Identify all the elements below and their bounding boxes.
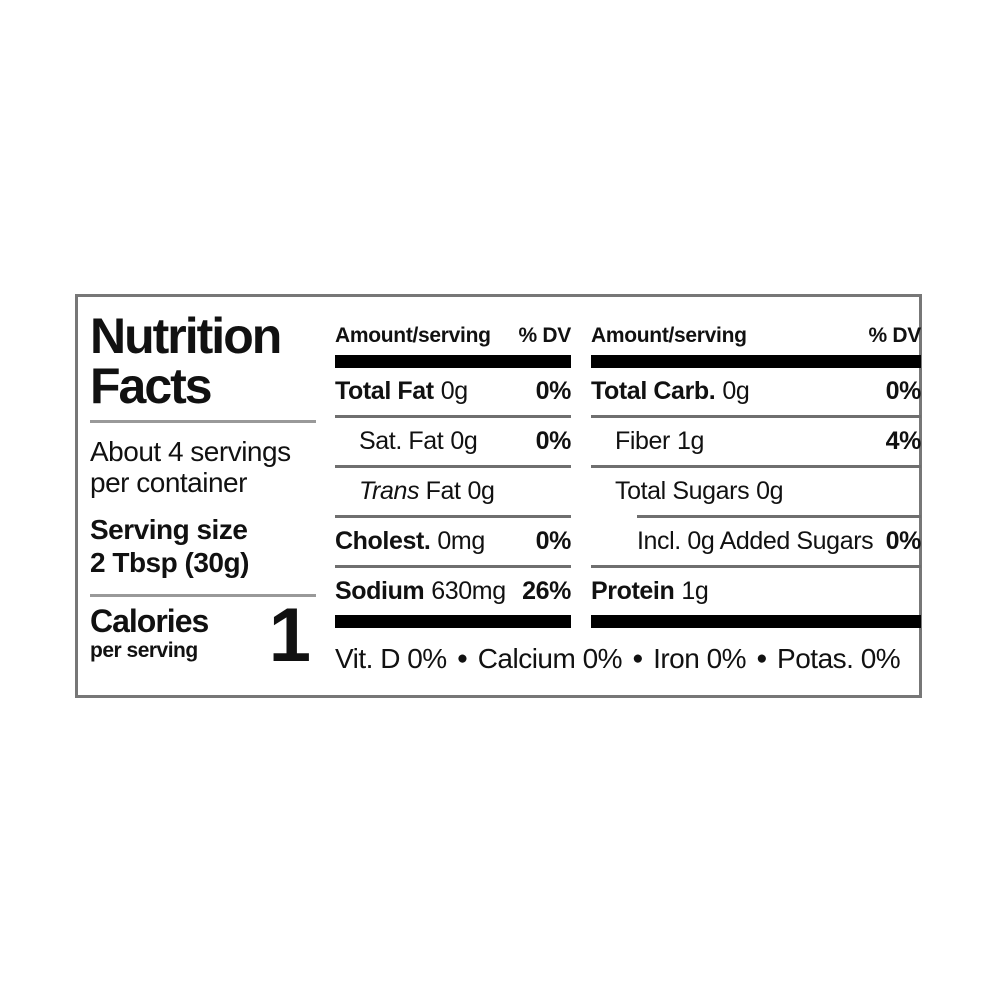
- nutrient-row-total-sugars: Total Sugars 0g: [591, 468, 921, 515]
- nutrient-amount: 0g: [440, 377, 468, 405]
- nutrient-name: Fat: [425, 477, 461, 505]
- micronutrient-potassium: Potas. 0%: [777, 643, 901, 674]
- nutrient-dv: 0%: [885, 527, 922, 555]
- nutrient-amount: 0g: [450, 427, 478, 455]
- label-title-line2: Facts: [90, 358, 213, 414]
- serving-size: Serving size 2 Tbsp (30g): [90, 513, 316, 579]
- nutrient-column-carbs: Amount/serving % DV Total Carb. 0g 0% Fib…: [591, 317, 921, 628]
- servings-line2: per container: [90, 467, 247, 498]
- nutrient-amount: 0g: [756, 477, 784, 505]
- nutrient-dv: 26%: [522, 577, 571, 605]
- label-title: Nutrition Facts: [90, 311, 316, 411]
- nutrient-name: Total Carb.: [591, 377, 716, 405]
- thick-bar: [335, 615, 571, 628]
- divider: [335, 465, 571, 468]
- nutrition-facts-label: Nutrition Facts About 4 servings per con…: [75, 294, 922, 698]
- thick-bar: [335, 355, 571, 368]
- nutrient-row-total-fat: Total Fat 0g 0%: [335, 368, 571, 415]
- thick-bar: [591, 355, 921, 368]
- nutrient-row-added-sugars: Incl. 0g Added Sugars 0%: [591, 518, 921, 565]
- micronutrient-vitamin-d: Vit. D 0%: [335, 643, 447, 674]
- nutrient-name: Total Fat: [335, 377, 434, 405]
- divider: [591, 415, 921, 418]
- calories-row: Calories per serving 1: [90, 593, 316, 678]
- divider: [335, 415, 571, 418]
- nutrient-name: Total Sugars: [615, 477, 750, 505]
- servings-per-container: About 4 servings per container: [90, 436, 316, 498]
- calories-label: Calories: [90, 603, 209, 639]
- amount-serving-header: Amount/serving: [591, 324, 747, 347]
- calories-value: 1: [268, 593, 311, 678]
- column-header: Amount/serving % DV: [335, 317, 571, 355]
- divider: [90, 420, 316, 423]
- dv-header: % DV: [868, 324, 922, 347]
- servings-line1: About 4 servings: [90, 436, 291, 467]
- nutrient-amount: 1g: [681, 577, 709, 605]
- column-header: Amount/serving % DV: [591, 317, 921, 355]
- nutrient-name: Cholest.: [335, 527, 431, 555]
- nutrient-name: Fiber: [615, 427, 670, 455]
- nutrient-name-italic: Trans: [359, 477, 420, 505]
- nutrient-column-fats: Amount/serving % DV Total Fat 0g 0% Sat. …: [335, 317, 571, 628]
- divider: [335, 565, 571, 568]
- micronutrient-calcium: Calcium 0%: [477, 643, 623, 674]
- bullet-icon: ●: [632, 648, 644, 669]
- divider: [637, 515, 921, 518]
- calories-labels: Calories per serving: [90, 603, 209, 663]
- nutrient-name: Sat. Fat: [359, 427, 444, 455]
- divider: [335, 515, 571, 518]
- nutrient-row-total-carb: Total Carb. 0g 0%: [591, 368, 921, 415]
- nutrient-amount: 630mg: [431, 577, 506, 605]
- nutrient-row-sodium: Sodium 630mg 26%: [335, 568, 571, 615]
- micronutrients-row: Vit. D 0% ● Calcium 0% ● Iron 0% ● Potas…: [335, 643, 921, 675]
- label-title-line1: Nutrition: [90, 308, 282, 364]
- nutrient-amount: 0g: [467, 477, 495, 505]
- nutrient-row-cholesterol: Cholest. 0mg 0%: [335, 518, 571, 565]
- nutrient-row-protein: Protein 1g: [591, 568, 921, 615]
- thick-bar: [591, 615, 921, 628]
- nutrient-row-sat-fat: Sat. Fat 0g 0%: [335, 418, 571, 465]
- nutrient-dv: 0%: [535, 377, 572, 405]
- calories-sublabel: per serving: [90, 639, 198, 662]
- dv-header: % DV: [518, 324, 572, 347]
- nutrient-name: Sodium: [335, 577, 425, 605]
- nutrient-amount: 0mg: [437, 527, 485, 555]
- amount-serving-header: Amount/serving: [335, 324, 491, 347]
- divider: [90, 594, 316, 597]
- nutrient-dv: 0%: [885, 377, 922, 405]
- nutrient-dv: 0%: [535, 427, 572, 455]
- nutrient-amount: 0g: [722, 377, 750, 405]
- divider: [591, 465, 921, 468]
- nutrient-row-trans-fat: Trans Fat 0g: [335, 468, 571, 515]
- nutrient-name: Protein: [591, 577, 675, 605]
- serving-size-label: Serving size: [90, 514, 248, 545]
- summary-column: Nutrition Facts About 4 servings per con…: [90, 311, 316, 678]
- bullet-icon: ●: [756, 648, 768, 669]
- nutrient-amount: 1g: [676, 427, 704, 455]
- nutrient-dv: 4%: [885, 427, 922, 455]
- bullet-icon: ●: [456, 648, 468, 669]
- nutrient-row-fiber: Fiber 1g 4%: [591, 418, 921, 465]
- nutrient-dv: 0%: [535, 527, 572, 555]
- micronutrient-iron: Iron 0%: [653, 643, 747, 674]
- nutrient-name: Incl. 0g Added Sugars: [637, 527, 874, 555]
- divider: [591, 565, 921, 568]
- serving-size-value: 2 Tbsp (30g): [90, 547, 249, 578]
